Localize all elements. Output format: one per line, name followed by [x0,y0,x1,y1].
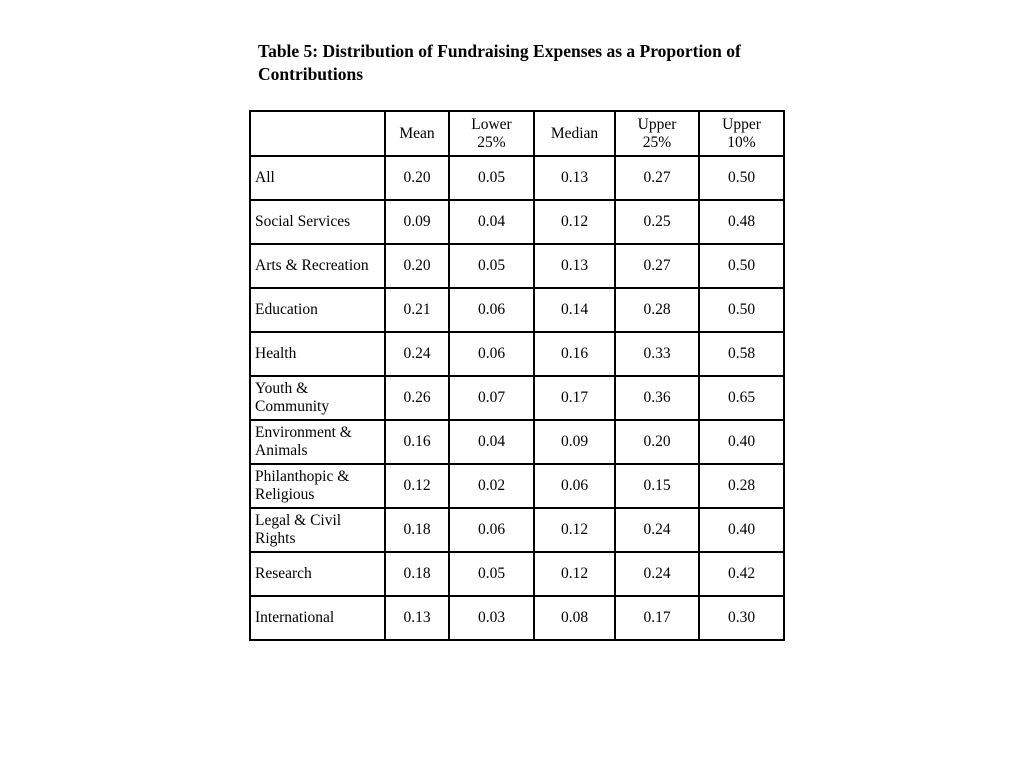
row-label: Philanthopic & Religious [249,463,386,509]
cell-value: 0.05 [448,155,535,201]
cell-value: 0.09 [533,419,616,465]
cell-value: 0.18 [384,551,450,597]
row-label: Legal & Civil Rights [249,507,386,553]
row-label: Arts & Recreation [249,243,386,289]
cell-value: 0.09 [384,199,450,245]
column-header-text: 25% [477,133,506,151]
cell-value: 0.40 [698,419,785,465]
cell-value: 0.24 [614,507,700,553]
cell-value: 0.12 [533,199,616,245]
cell-value: 0.36 [614,375,700,421]
cell-value: 0.06 [533,463,616,509]
column-header-median: Median [533,110,616,157]
table-row-youth-community: Youth & Community 0.26 0.07 0.17 0.36 0.… [249,375,785,421]
cell-value: 0.27 [614,155,700,201]
cell-value: 0.13 [533,243,616,289]
table-row-health: Health 0.24 0.06 0.16 0.33 0.58 [249,331,785,377]
cell-value: 0.24 [384,331,450,377]
column-header-mean: Mean [384,110,450,157]
cell-value: 0.12 [384,463,450,509]
cell-value: 0.05 [448,243,535,289]
cell-value: 0.16 [533,331,616,377]
cell-value: 0.13 [384,595,450,641]
header-row: Mean Lower 25% Median Upper 25% Upper [249,110,785,157]
column-header-upper-25: Upper 25% [614,110,700,157]
cell-value: 0.50 [698,155,785,201]
cell-value: 0.12 [533,507,616,553]
row-label: Social Services [249,199,386,245]
cell-value: 0.48 [698,199,785,245]
row-label: Environment & Animals [249,419,386,465]
cell-value: 0.12 [533,551,616,597]
page-title-line1: Table 5: Distribution of Fundraising Exp… [258,41,741,61]
table-row-arts-recreation: Arts & Recreation 0.20 0.05 0.13 0.27 0.… [249,243,785,289]
cell-value: 0.27 [614,243,700,289]
cell-value: 0.26 [384,375,450,421]
table-row-research: Research 0.18 0.05 0.12 0.24 0.42 [249,551,785,597]
column-header-text: Upper [722,115,761,133]
cell-value: 0.33 [614,331,700,377]
cell-value: 0.03 [448,595,535,641]
table-row-legal-civil-rights: Legal & Civil Rights 0.18 0.06 0.12 0.24… [249,507,785,553]
cell-value: 0.15 [614,463,700,509]
cell-value: 0.24 [614,551,700,597]
cell-value: 0.20 [384,155,450,201]
cell-value: 0.17 [614,595,700,641]
fundraising-expenses-table: Mean Lower 25% Median Upper 25% Upper [249,110,785,641]
cell-value: 0.42 [698,551,785,597]
cell-value: 0.25 [614,199,700,245]
cell-value: 0.06 [448,331,535,377]
table-row-education: Education 0.21 0.06 0.14 0.28 0.50 [249,287,785,333]
cell-value: 0.50 [698,287,785,333]
cell-value: 0.17 [533,375,616,421]
cell-value: 0.50 [698,243,785,289]
cell-value: 0.40 [698,507,785,553]
page-title-line2: Contributions [258,64,364,84]
table-row-all: All 0.20 0.05 0.13 0.27 0.50 [249,155,785,201]
cell-value: 0.07 [448,375,535,421]
cell-value: 0.08 [533,595,616,641]
table-row-environment-animals: Environment & Animals 0.16 0.04 0.09 0.2… [249,419,785,465]
row-label: All [249,155,386,201]
cell-value: 0.02 [448,463,535,509]
cell-value: 0.20 [384,243,450,289]
column-header-lower-25: Lower 25% [448,110,535,157]
cell-value: 0.04 [448,199,535,245]
row-label: Health [249,331,386,377]
cell-value: 0.58 [698,331,785,377]
column-header-text: Mean [399,124,435,142]
cell-value: 0.16 [384,419,450,465]
cell-value: 0.06 [448,507,535,553]
row-label: International [249,595,386,641]
cell-value: 0.06 [448,287,535,333]
cell-value: 0.20 [614,419,700,465]
column-header-text: 10% [727,133,756,151]
cell-value: 0.14 [533,287,616,333]
table-row-social-services: Social Services 0.09 0.04 0.12 0.25 0.48 [249,199,785,245]
table-row-international: International 0.13 0.03 0.08 0.17 0.30 [249,595,785,641]
cell-value: 0.28 [698,463,785,509]
cell-value: 0.65 [698,375,785,421]
column-header-text: Median [550,124,599,142]
table-row-philanthopic-religious: Philanthopic & Religious 0.12 0.02 0.06 … [249,463,785,509]
column-header-upper-10: Upper 10% [698,110,785,157]
column-header-blank [249,110,386,157]
column-header-text: 25% [642,133,672,151]
row-label: Research [249,551,386,597]
cell-value: 0.05 [448,551,535,597]
column-header-text: Upper [637,115,677,133]
cell-value: 0.04 [448,419,535,465]
cell-value: 0.28 [614,287,700,333]
page-title: Table 5: Distribution of Fundraising Exp… [258,40,838,86]
cell-value: 0.21 [384,287,450,333]
column-header-text: Lower [471,115,512,133]
row-label: Education [249,287,386,333]
row-label: Youth & Community [249,375,386,421]
cell-value: 0.30 [698,595,785,641]
cell-value: 0.18 [384,507,450,553]
cell-value: 0.13 [533,155,616,201]
